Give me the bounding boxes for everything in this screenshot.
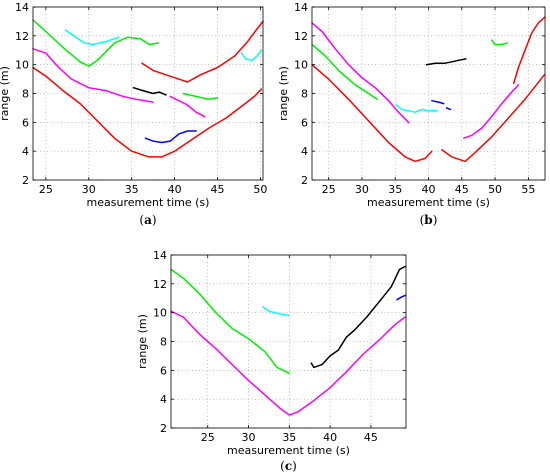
x-axis-label: measurement time (s) <box>367 196 490 209</box>
x-tick-label: 35 <box>125 183 139 196</box>
series-line <box>441 74 546 163</box>
series-line <box>170 310 406 416</box>
series-line <box>141 20 264 83</box>
series-line <box>262 306 291 317</box>
series-line <box>144 130 197 144</box>
series-line <box>64 29 120 46</box>
series-line <box>32 19 160 67</box>
y-tick-label: 2 <box>22 174 29 187</box>
x-tick-label: 30 <box>355 183 369 196</box>
x-tick-label: 35 <box>388 183 402 196</box>
caption-open-paren: ( <box>139 213 144 227</box>
series-line <box>132 86 167 96</box>
y-tick-label: 4 <box>22 145 29 158</box>
x-tick-label: 45 <box>211 183 225 196</box>
chart-panel-b: 25 30 35 40 45 50 55 2 4 6 8 10 12 14 measurement time… <box>277 1 546 227</box>
panel-caption: (b) <box>420 213 438 227</box>
series-line <box>396 294 406 301</box>
y-tick-label: 10 <box>153 307 167 320</box>
y-tick-label: 14 <box>294 1 308 14</box>
caption-open-paren: ( <box>280 459 285 473</box>
y-axis-label: range (m) <box>277 66 290 121</box>
x-tick-label: 45 <box>455 183 469 196</box>
x-tick-label: 55 <box>521 183 535 196</box>
x-tick-label: 40 <box>168 183 182 196</box>
x-tick-label: 25 <box>322 183 336 196</box>
series-line <box>311 22 410 124</box>
y-tick-label: 14 <box>15 1 29 14</box>
caption-close-paren: ) <box>292 459 297 473</box>
y-tick-label: 2 <box>301 174 308 187</box>
x-axis-label: measurement time (s) <box>87 196 210 209</box>
caption-letter: b <box>424 213 432 227</box>
caption-open-paren: ( <box>420 213 425 227</box>
y-tick-label: 10 <box>15 59 29 72</box>
y-tick-label: 12 <box>15 30 29 43</box>
series-line <box>395 104 438 113</box>
y-tick-label: 12 <box>153 278 167 291</box>
y-tick-label: 14 <box>153 249 167 262</box>
x-tick-label: 45 <box>364 431 378 444</box>
series-line <box>310 265 406 369</box>
series-line <box>311 43 378 101</box>
x-tick-label: 40 <box>323 431 337 444</box>
x-tick-label: 25 <box>39 183 53 196</box>
x-axis-label: measurement time (s) <box>227 444 350 457</box>
caption-letter: c <box>285 459 292 473</box>
x-tick-label: 30 <box>242 431 256 444</box>
series-line <box>431 99 445 105</box>
y-axis-label: range (m) <box>136 314 149 369</box>
series-line <box>490 39 508 46</box>
series-line <box>445 107 452 111</box>
chart-panel-c: 25 30 35 40 45 2 4 6 8 10 12 14 measurement time (s)… <box>136 249 407 473</box>
caption-letter: a <box>144 213 152 227</box>
y-tick-label: 6 <box>160 364 167 377</box>
caption-close-paren: ) <box>433 213 438 227</box>
series-line <box>170 268 291 374</box>
series-line <box>512 16 546 85</box>
series-line <box>425 58 467 66</box>
x-tick-label: 50 <box>488 183 502 196</box>
series-line <box>463 84 520 139</box>
y-tick-label: 4 <box>301 145 308 158</box>
series-line <box>240 49 263 62</box>
panel-caption: (c) <box>280 459 297 473</box>
x-tick-label: 25 <box>201 431 215 444</box>
y-tick-label: 8 <box>160 336 167 349</box>
y-tick-label: 8 <box>301 88 308 101</box>
y-tick-label: 6 <box>22 116 29 129</box>
x-tick-label: 30 <box>82 183 96 196</box>
y-tick-label: 8 <box>22 88 29 101</box>
series-line <box>311 63 433 163</box>
series-line <box>182 92 219 101</box>
y-tick-label: 12 <box>294 30 308 43</box>
y-tick-label: 10 <box>294 59 308 72</box>
x-tick-label: 35 <box>282 431 296 444</box>
y-tick-label: 4 <box>160 393 167 406</box>
x-tick-label: 40 <box>422 183 436 196</box>
y-axis-label: range (m) <box>0 66 11 121</box>
y-tick-label: 6 <box>301 116 308 129</box>
chart-panel-a: 25 30 35 40 45 50 2 4 6 8 10 12 14 measurement time (… <box>0 1 267 227</box>
series-line <box>32 66 263 158</box>
caption-close-paren: ) <box>152 213 157 227</box>
series-line <box>32 48 154 103</box>
panel-caption: (a) <box>139 213 156 227</box>
x-tick-label: 50 <box>253 183 267 196</box>
series-line <box>169 95 206 118</box>
y-tick-label: 2 <box>160 422 167 435</box>
